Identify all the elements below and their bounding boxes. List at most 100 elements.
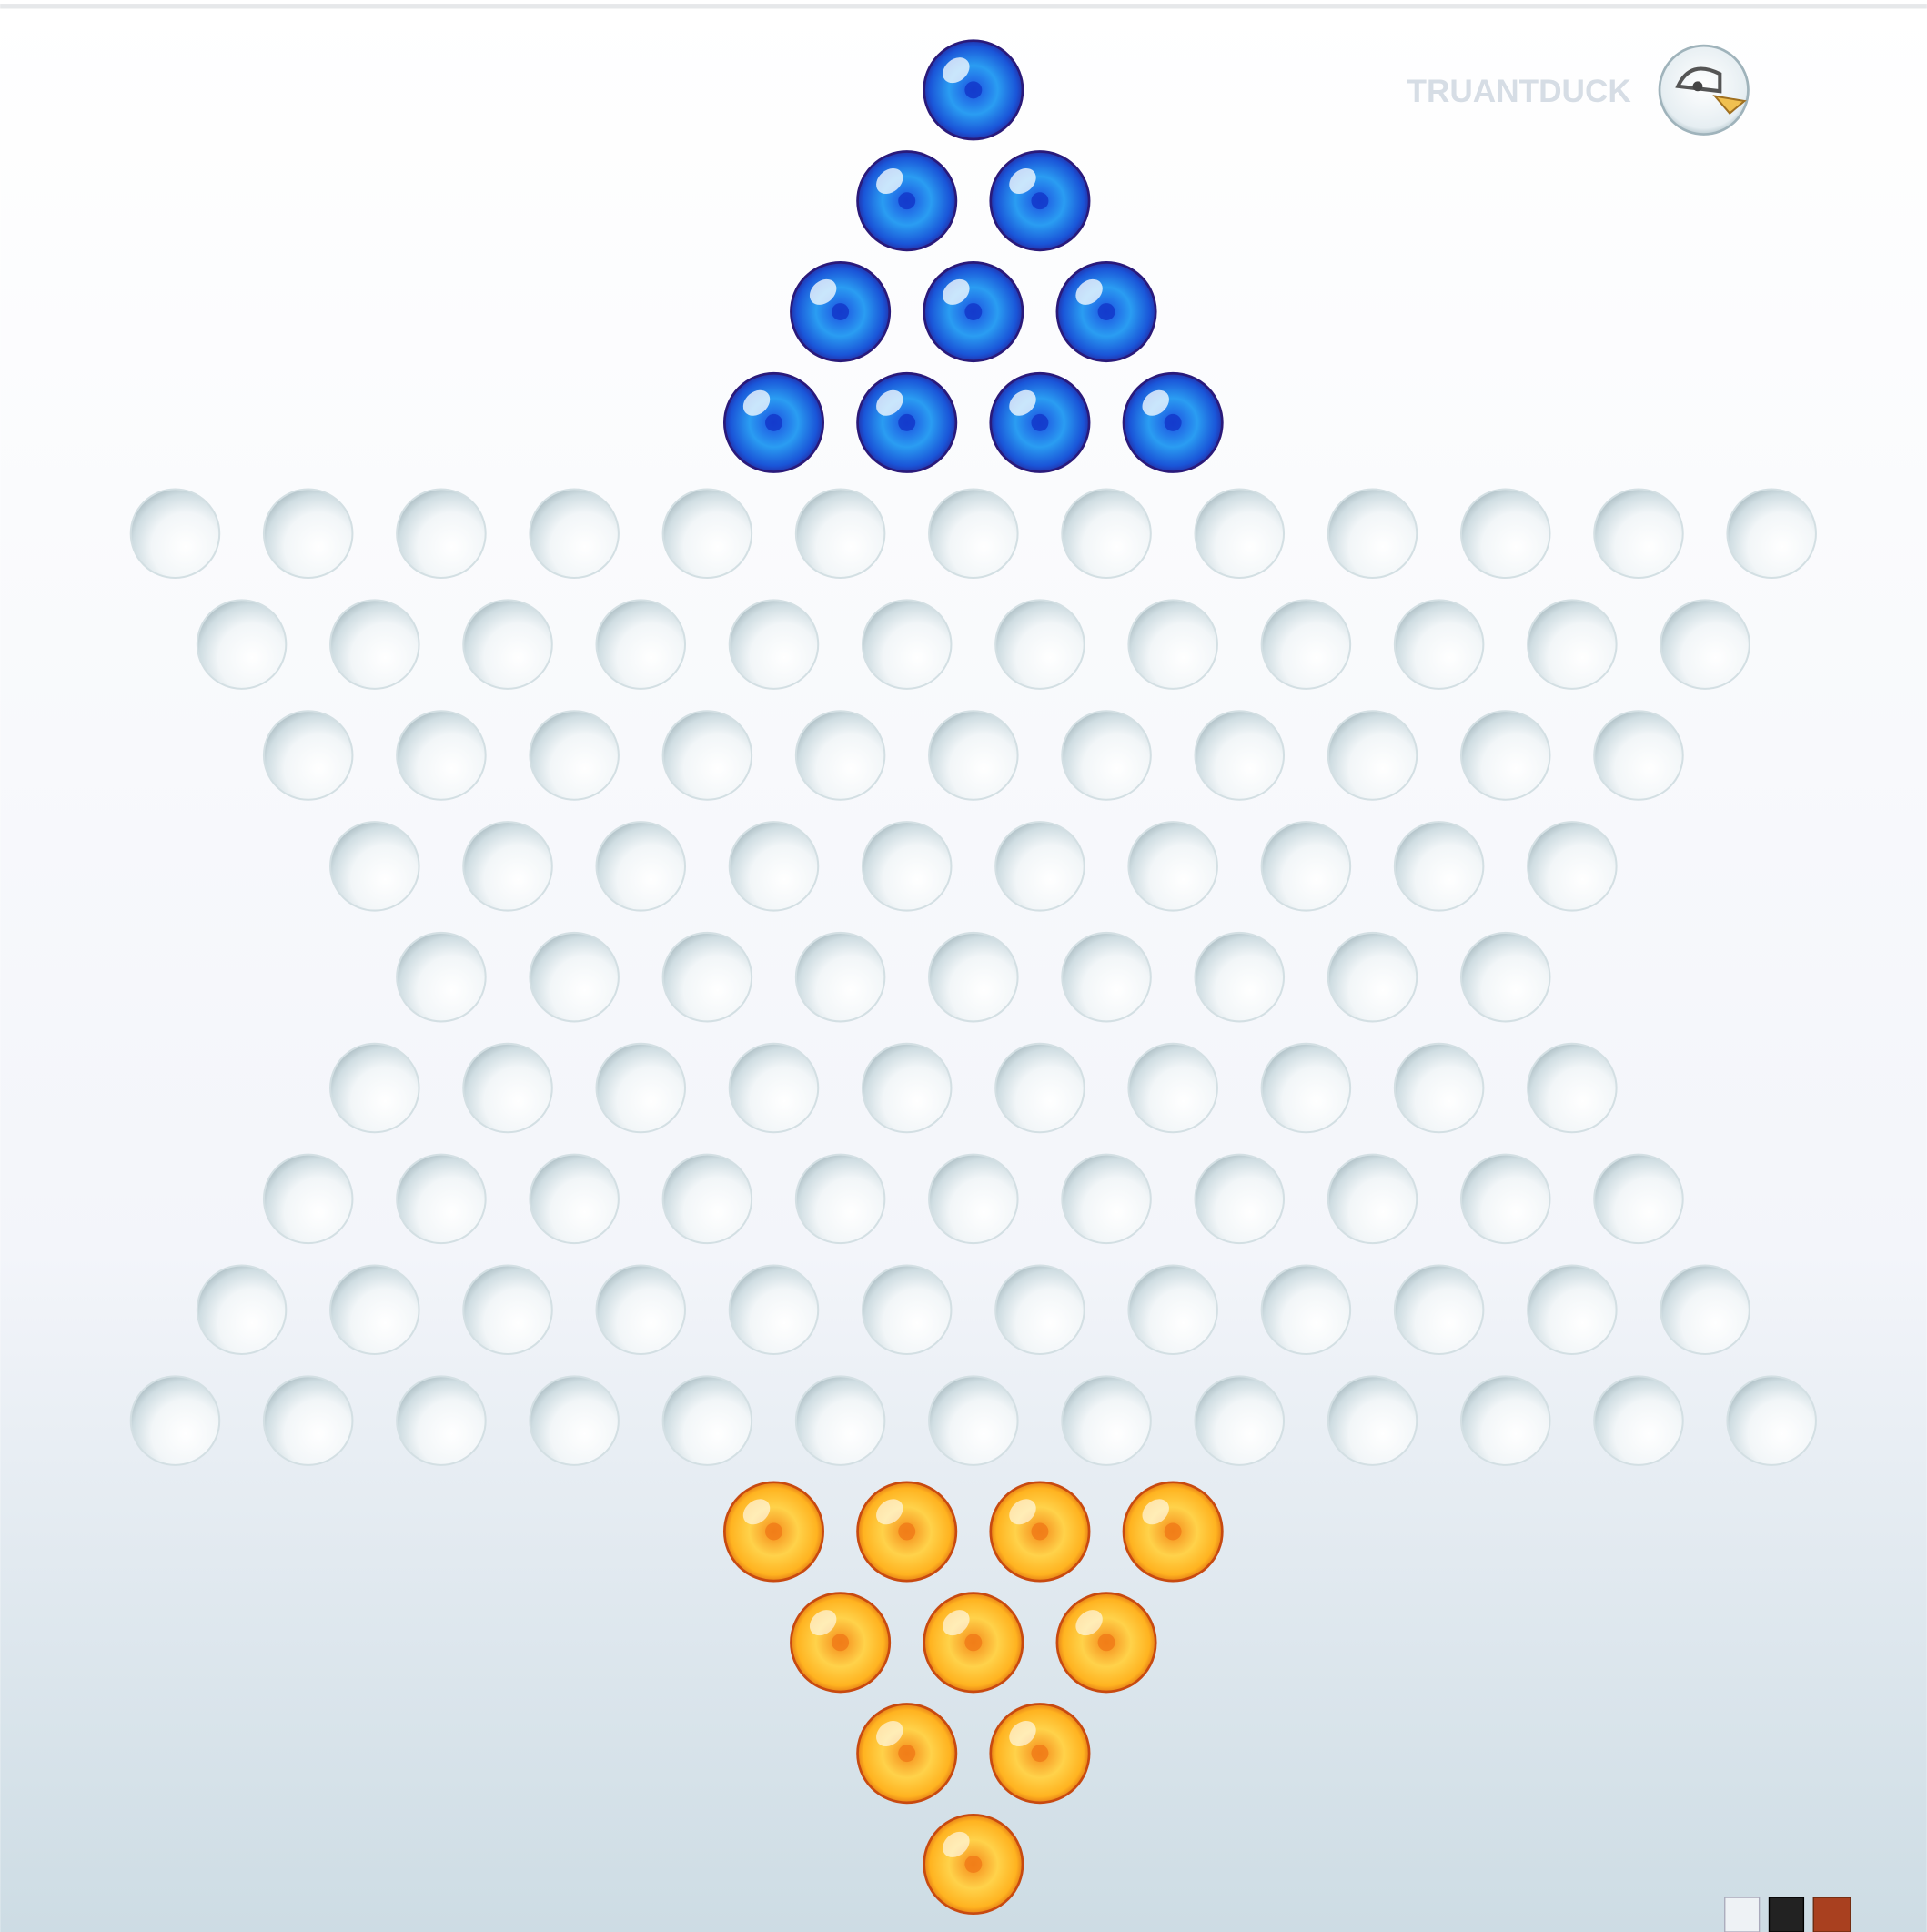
board-hole[interactable] [529, 710, 620, 801]
board-hole[interactable] [1660, 599, 1750, 690]
board-hole[interactable] [1260, 821, 1352, 912]
gold-marble[interactable] [923, 1592, 1024, 1694]
board-hole[interactable] [928, 1153, 1019, 1245]
theme-wood[interactable] [1812, 1897, 1851, 1932]
board-hole[interactable] [396, 1375, 487, 1466]
board-hole[interactable] [1393, 821, 1485, 912]
board-hole[interactable] [595, 1042, 687, 1134]
board-hole[interactable] [529, 1375, 620, 1466]
board-hole[interactable] [1260, 599, 1352, 690]
gold-marble[interactable] [1055, 1592, 1157, 1694]
blue-marble[interactable] [923, 261, 1024, 363]
board-hole[interactable] [1127, 1264, 1218, 1356]
board-hole[interactable] [1459, 488, 1551, 580]
board-hole[interactable] [928, 710, 1019, 801]
board-hole[interactable] [196, 599, 288, 690]
board-hole[interactable] [129, 1375, 221, 1466]
board-hole[interactable] [794, 488, 886, 580]
blue-marble[interactable] [923, 39, 1024, 141]
board-hole[interactable] [1194, 710, 1286, 801]
board-hole[interactable] [1260, 1264, 1352, 1356]
board-hole[interactable] [1127, 599, 1218, 690]
board-hole[interactable] [529, 488, 620, 580]
board-hole[interactable] [1327, 488, 1418, 580]
board-hole[interactable] [1660, 1264, 1750, 1356]
board-hole[interactable] [396, 710, 487, 801]
board-hole[interactable] [1327, 710, 1418, 801]
board-hole[interactable] [1527, 821, 1618, 912]
board-hole[interactable] [262, 488, 354, 580]
board-hole[interactable] [1459, 1153, 1551, 1245]
board-hole[interactable] [1061, 1153, 1152, 1245]
board-hole[interactable] [595, 821, 687, 912]
board-hole[interactable] [595, 599, 687, 690]
board-hole[interactable] [529, 1153, 620, 1245]
board-hole[interactable] [1194, 1375, 1286, 1466]
board-hole[interactable] [396, 488, 487, 580]
theme-dark[interactable] [1768, 1897, 1805, 1932]
gold-marble[interactable] [722, 1481, 825, 1583]
board-hole[interactable] [861, 821, 953, 912]
board-hole[interactable] [1459, 710, 1551, 801]
gold-marble[interactable] [989, 1481, 1091, 1583]
board-hole[interactable] [794, 1375, 886, 1466]
board-hole[interactable] [329, 1042, 420, 1134]
board-hole[interactable] [861, 1264, 953, 1356]
board-hole[interactable] [1127, 1042, 1218, 1134]
board-hole[interactable] [1061, 488, 1152, 580]
board-hole[interactable] [1327, 931, 1418, 1023]
board-hole[interactable] [1327, 1153, 1418, 1245]
board-hole[interactable] [1726, 488, 1817, 580]
board-hole[interactable] [661, 931, 753, 1023]
board-hole[interactable] [728, 821, 820, 912]
board-hole[interactable] [1593, 488, 1684, 580]
board-hole[interactable] [396, 931, 487, 1023]
board-hole[interactable] [661, 1375, 753, 1466]
blue-marble[interactable] [722, 371, 825, 473]
board-hole[interactable] [462, 599, 553, 690]
board-hole[interactable] [262, 1375, 354, 1466]
board-hole[interactable] [1194, 1153, 1286, 1245]
board-hole[interactable] [794, 710, 886, 801]
board-hole[interactable] [196, 1264, 288, 1356]
board-hole[interactable] [329, 1264, 420, 1356]
board-hole[interactable] [462, 1042, 553, 1134]
board-hole[interactable] [1593, 1153, 1684, 1245]
board-hole[interactable] [1327, 1375, 1418, 1466]
board-hole[interactable] [1593, 1375, 1684, 1466]
gold-marble[interactable] [989, 1703, 1091, 1805]
board-hole[interactable] [1194, 931, 1286, 1023]
board-hole[interactable] [1459, 931, 1551, 1023]
board-hole[interactable] [928, 1375, 1019, 1466]
board-hole[interactable] [994, 599, 1085, 690]
board-hole[interactable] [1127, 821, 1218, 912]
gold-marble[interactable] [856, 1481, 958, 1583]
gold-marble[interactable] [923, 1814, 1024, 1916]
blue-marble[interactable] [989, 371, 1091, 473]
brand-logo[interactable] [1658, 44, 1750, 136]
board-hole[interactable] [462, 1264, 553, 1356]
blue-marble[interactable] [856, 150, 958, 252]
board-hole[interactable] [1393, 1042, 1485, 1134]
board-hole[interactable] [1061, 710, 1152, 801]
board-hole[interactable] [794, 931, 886, 1023]
board-hole[interactable] [861, 1042, 953, 1134]
board-hole[interactable] [1260, 1042, 1352, 1134]
board-hole[interactable] [1393, 599, 1485, 690]
board-hole[interactable] [661, 488, 753, 580]
board-hole[interactable] [1393, 1264, 1485, 1356]
board-hole[interactable] [529, 931, 620, 1023]
board-hole[interactable] [728, 1042, 820, 1134]
board-hole[interactable] [928, 488, 1019, 580]
board-hole[interactable] [1593, 710, 1684, 801]
board-hole[interactable] [1061, 1375, 1152, 1466]
board-hole[interactable] [1726, 1375, 1817, 1466]
board-hole[interactable] [1527, 1264, 1618, 1356]
blue-marble[interactable] [1055, 261, 1157, 363]
board-hole[interactable] [994, 1264, 1085, 1356]
board-hole[interactable] [728, 599, 820, 690]
blue-marble[interactable] [989, 150, 1091, 252]
board-hole[interactable] [262, 1153, 354, 1245]
blue-marble[interactable] [790, 261, 892, 363]
board-hole[interactable] [994, 821, 1085, 912]
